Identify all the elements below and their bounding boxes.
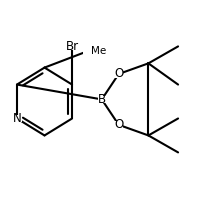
Text: Me: Me	[91, 46, 106, 56]
Bar	[114, 70, 123, 78]
Text: N: N	[13, 112, 21, 125]
Bar	[12, 115, 22, 122]
Text: Br: Br	[66, 40, 79, 53]
Bar	[98, 95, 106, 103]
Bar	[114, 121, 123, 129]
Text: B: B	[98, 93, 106, 106]
Bar	[66, 43, 78, 50]
Text: O: O	[114, 68, 123, 81]
Bar	[83, 47, 95, 55]
Text: O: O	[114, 118, 123, 131]
